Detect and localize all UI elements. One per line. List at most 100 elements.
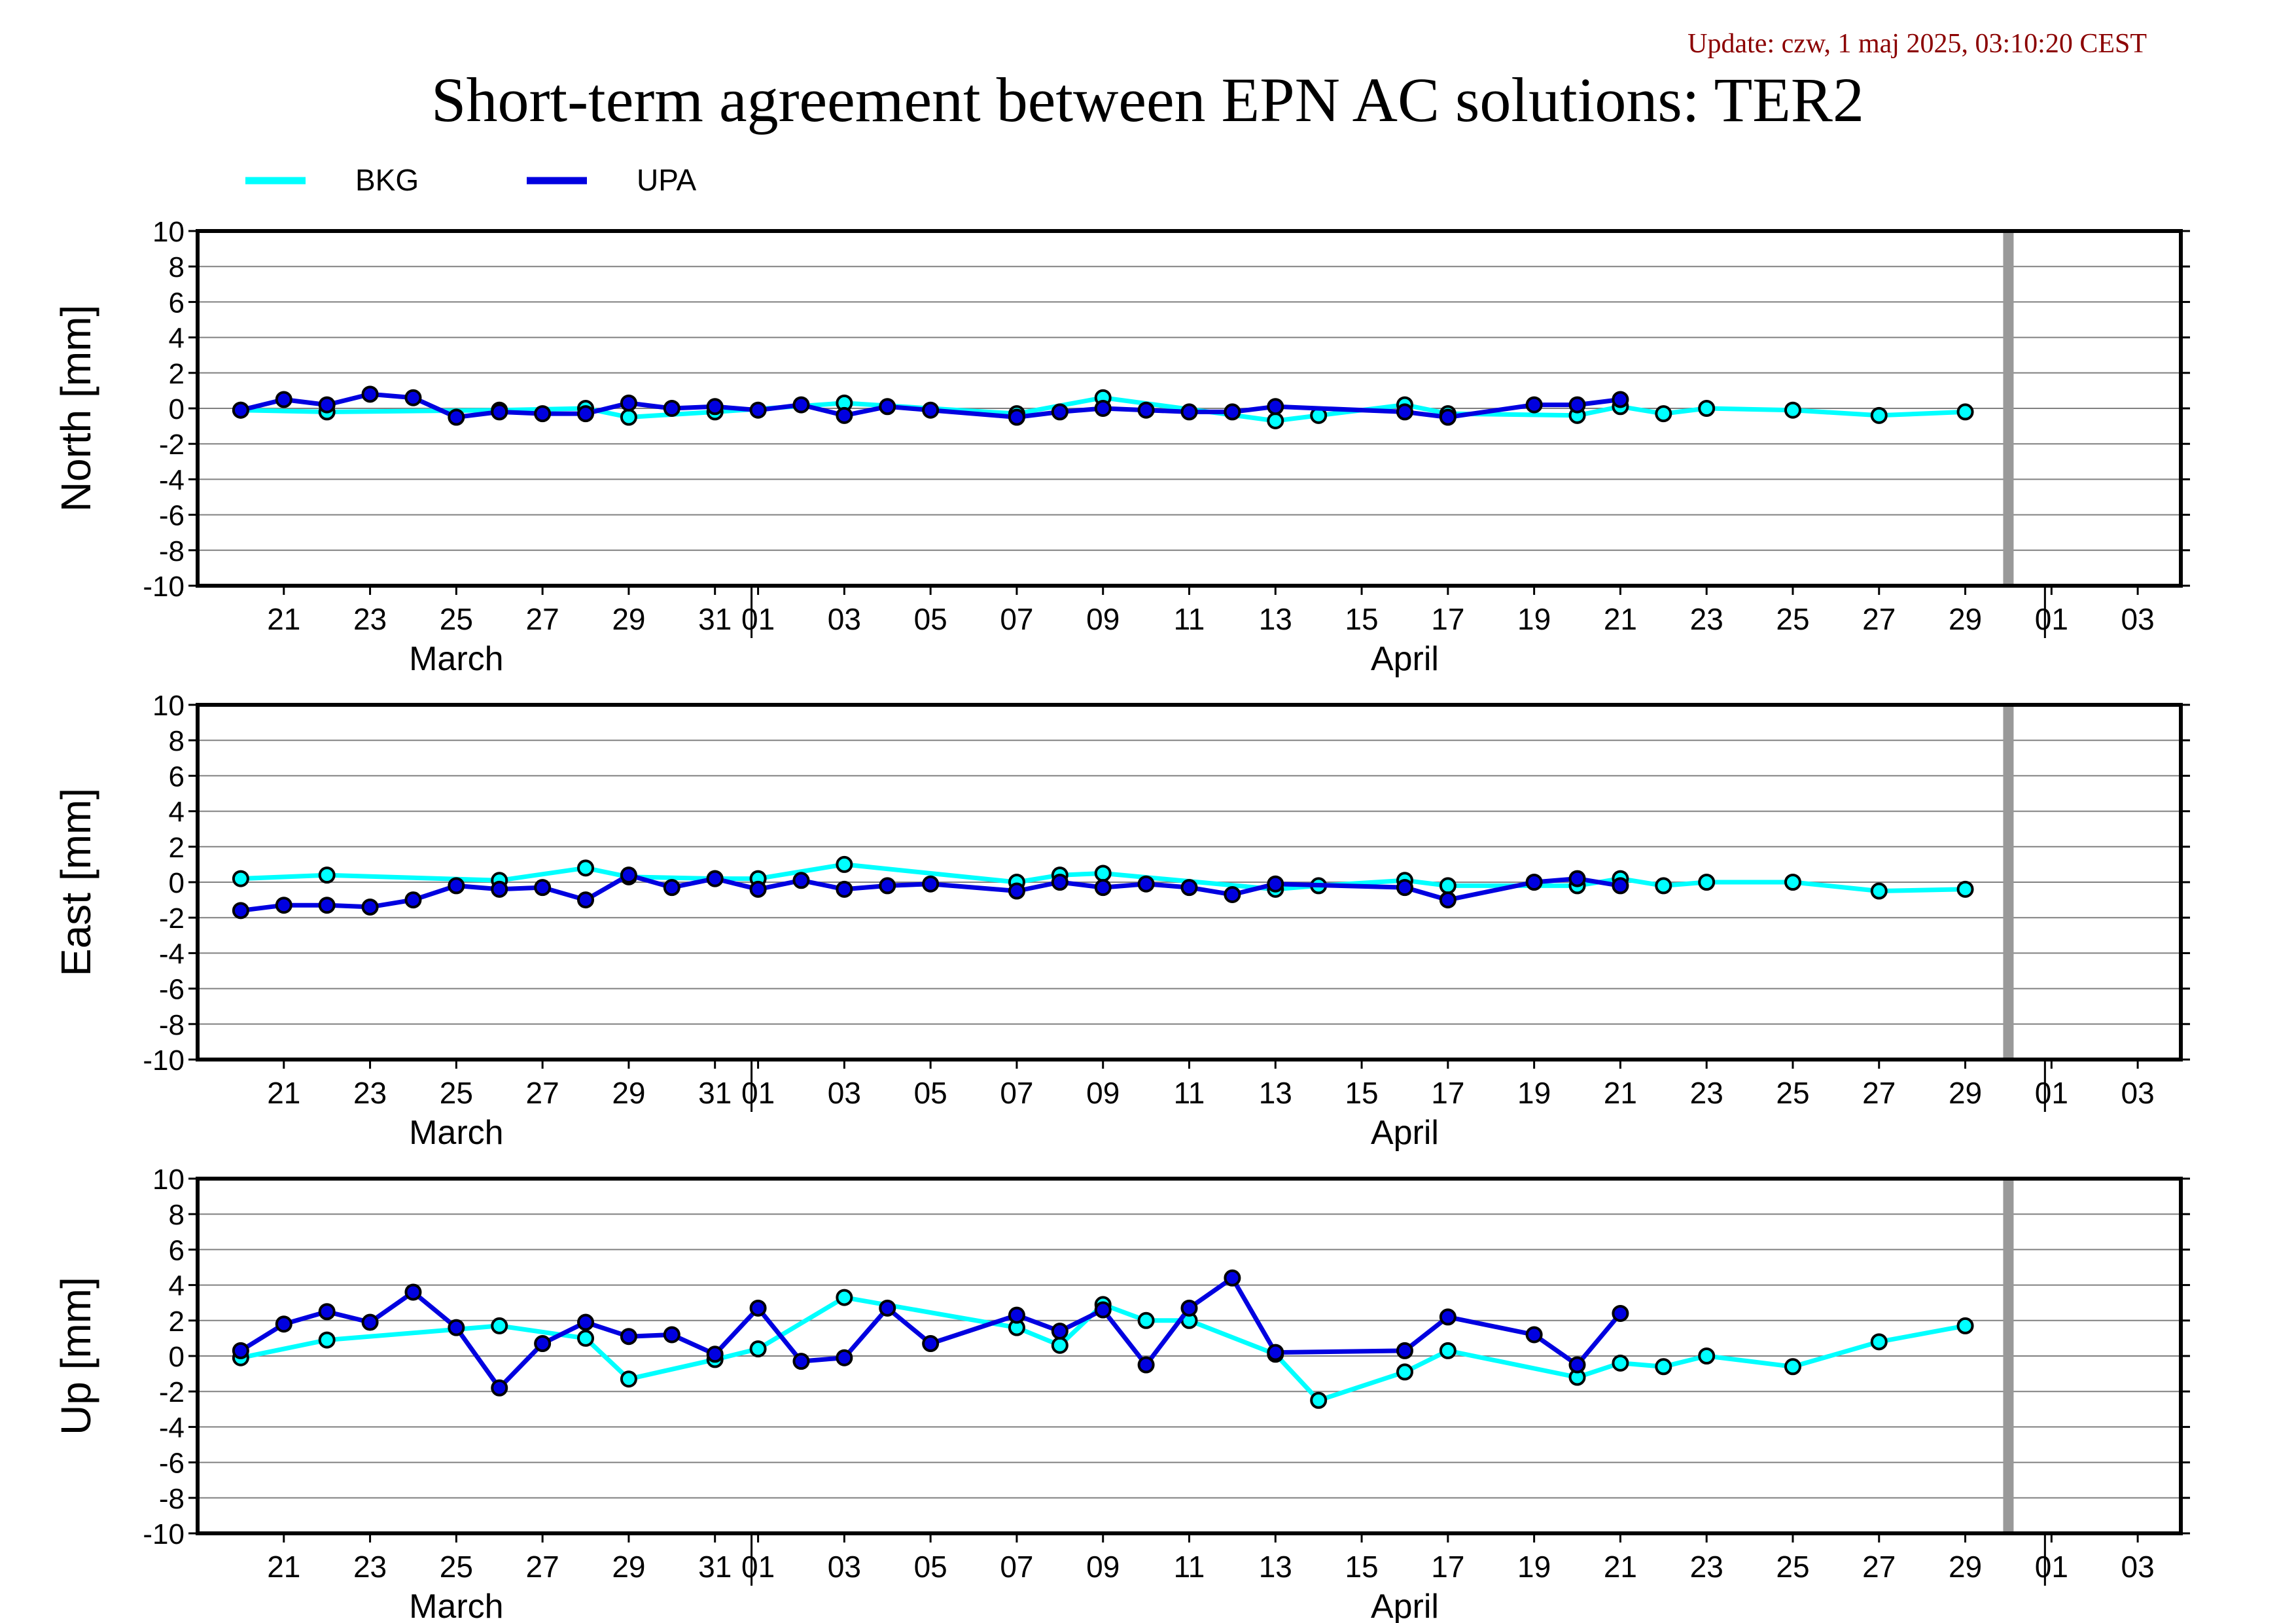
data-point-bkg [318, 866, 336, 884]
x-tick-label: 01 [741, 602, 775, 636]
x-tick-label: 01 [741, 1076, 775, 1110]
y-axis-label: Up [mm] [52, 1277, 99, 1435]
data-point-upa [922, 401, 940, 419]
today-marker [2003, 231, 2014, 586]
x-tick-label: 25 [1776, 602, 1809, 636]
data-point-upa [275, 897, 292, 914]
y-tick-label: -2 [159, 1376, 185, 1408]
data-point-upa [1267, 875, 1284, 893]
y-tick-label: 6 [169, 760, 185, 793]
month-label: March [409, 1114, 503, 1152]
data-point-bkg [1267, 412, 1284, 429]
x-tick-label: 25 [440, 602, 473, 636]
data-point-upa [448, 877, 465, 895]
data-point-upa [1008, 882, 1025, 900]
data-point-upa [1051, 874, 1069, 891]
y-tick-label: -2 [159, 902, 185, 935]
x-tick-label: 15 [1345, 1076, 1378, 1110]
y-tick-label: 8 [169, 725, 185, 757]
data-point-bkg [1094, 865, 1112, 882]
y-tick-label: 2 [169, 358, 185, 390]
data-point-upa [1224, 885, 1241, 903]
data-point-upa [1612, 1304, 1629, 1322]
y-tick-label: -4 [159, 938, 185, 970]
panel-north: 108 6 420 -2-4 -6-8 -10 21 23 25 27 29 31 01 03 05 07 09… [52, 216, 2190, 678]
data-point-bkg [318, 1331, 336, 1349]
y-axis-label: North [mm] [52, 305, 99, 512]
data-point-bkg [1698, 400, 1716, 417]
data-point-bkg [1655, 1358, 1672, 1376]
y-tick-label: -6 [159, 500, 185, 532]
series-upa [232, 866, 1629, 919]
data-point-upa [1224, 1269, 1241, 1287]
data-point-bkg [1784, 874, 1801, 891]
x-tick-label: 01 [741, 1550, 775, 1584]
data-point-upa [1267, 398, 1284, 416]
y-tick-label: 10 [152, 216, 185, 248]
x-tick-label: 27 [526, 1550, 559, 1584]
x-tick-label: 21 [267, 1550, 300, 1584]
data-point-bkg [1439, 1342, 1457, 1359]
y-tick-label: -8 [159, 1009, 185, 1041]
x-tick-label: 31 [698, 602, 732, 636]
x-tick-label: 05 [914, 602, 947, 636]
data-point-upa [318, 396, 336, 414]
x-tick-label: 29 [612, 1550, 645, 1584]
data-point-bkg [1870, 1333, 1888, 1351]
data-point-upa [275, 1315, 292, 1333]
month-label: April [1371, 640, 1439, 678]
data-point-bkg [1956, 403, 1974, 421]
data-point-upa [1568, 1356, 1586, 1374]
data-point-upa [1094, 400, 1112, 417]
data-point-upa [577, 891, 595, 909]
x-tick-label: 31 [698, 1550, 732, 1584]
x-tick-label: 07 [1000, 602, 1033, 636]
data-point-upa [1568, 396, 1586, 414]
data-point-bkg [491, 1317, 508, 1334]
data-point-upa [1439, 891, 1457, 909]
series-upa [232, 385, 1629, 426]
x-tick-label: 09 [1086, 1550, 1120, 1584]
data-point-bkg [1870, 882, 1888, 900]
data-point-bkg [836, 855, 853, 873]
y-tick-label: 8 [169, 1199, 185, 1231]
data-point-upa [534, 405, 552, 423]
data-point-upa [706, 1346, 724, 1363]
data-point-upa [404, 1283, 422, 1301]
data-point-upa [577, 405, 595, 423]
data-point-upa [534, 1335, 552, 1353]
today-marker [2003, 1179, 2014, 1533]
x-tick-label: 25 [1776, 1076, 1809, 1110]
y-tick-label: 0 [169, 393, 185, 425]
data-point-upa [1137, 875, 1155, 893]
x-tick-label: 05 [914, 1076, 947, 1110]
data-point-upa [663, 879, 680, 897]
data-point-upa [1094, 879, 1112, 897]
x-tick-label: 15 [1345, 602, 1378, 636]
y-tick-label: -8 [159, 1483, 185, 1515]
data-point-upa [836, 880, 853, 898]
data-point-upa [749, 880, 767, 898]
data-point-bkg [1051, 1336, 1069, 1354]
today-marker [2003, 705, 2014, 1060]
data-point-upa [792, 396, 810, 414]
data-point-bkg [1137, 1311, 1155, 1329]
data-point-upa [1224, 403, 1241, 421]
data-point-upa [792, 872, 810, 889]
data-point-bkg [749, 1340, 767, 1358]
x-tick-label: 13 [1259, 1076, 1292, 1110]
y-tick-label: 0 [169, 1341, 185, 1373]
y-tick-label: -6 [159, 1448, 185, 1480]
x-tick-label: 03 [828, 602, 861, 636]
y-tick-label: 4 [169, 1270, 185, 1302]
series-upa [232, 1269, 1629, 1397]
data-point-upa [1008, 1306, 1025, 1324]
data-point-bkg [1698, 874, 1716, 891]
data-point-upa [620, 1328, 637, 1346]
y-tick-label: -4 [159, 464, 185, 496]
data-point-upa [1180, 403, 1198, 421]
